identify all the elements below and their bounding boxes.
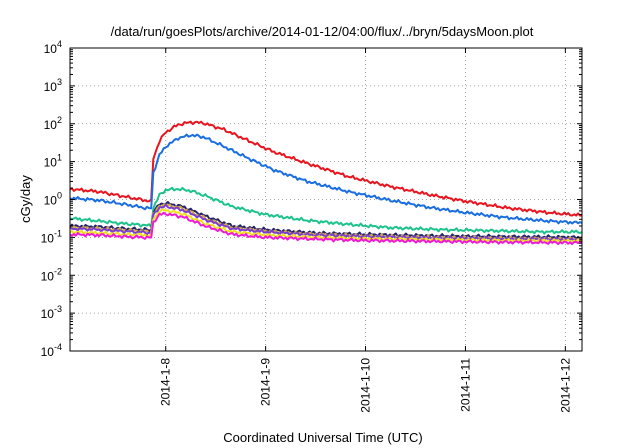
x-tick-label: 2014-1-12 <box>558 358 572 413</box>
series-line <box>69 203 583 243</box>
series-line <box>69 186 583 235</box>
series-line <box>69 208 583 244</box>
y-axis: 10-4 10-3 10-2 10-1 100 101 102 103 104 <box>41 39 582 359</box>
series-line <box>69 133 583 225</box>
y-tick-label: 10-2 <box>41 266 62 283</box>
x-tick-label: 2014-1-9 <box>259 358 273 406</box>
y-tick-label: 101 <box>44 153 62 170</box>
x-tick-label: 2014-1-8 <box>159 358 173 406</box>
series-line <box>69 211 583 246</box>
y-tick-label: 10-1 <box>41 228 62 245</box>
series-layer <box>69 120 583 246</box>
series-line <box>69 120 583 217</box>
x-tick-label: 2014-1-11 <box>458 358 472 412</box>
x-axis-label: Coordinated Universal Time (UTC) <box>223 430 422 445</box>
grid <box>70 48 582 351</box>
y-tick-label: 100 <box>44 191 62 208</box>
x-tick-label: 2014-1-10 <box>359 358 373 413</box>
chart-title: /data/run/goesPlots/archive/2014-01-12/0… <box>111 24 534 39</box>
y-tick-label: 10-4 <box>41 342 62 359</box>
y-tick-label: 102 <box>44 115 62 132</box>
y-tick-label: 10-3 <box>41 304 62 321</box>
x-axis: 2014-1-8 2014-1-9 2014-1-10 2014-1-11 2014-1… <box>159 48 572 413</box>
y-axis-label: cGy/day <box>18 175 33 223</box>
y-tick-label: 103 <box>44 77 62 94</box>
y-tick-label: 104 <box>44 39 62 56</box>
